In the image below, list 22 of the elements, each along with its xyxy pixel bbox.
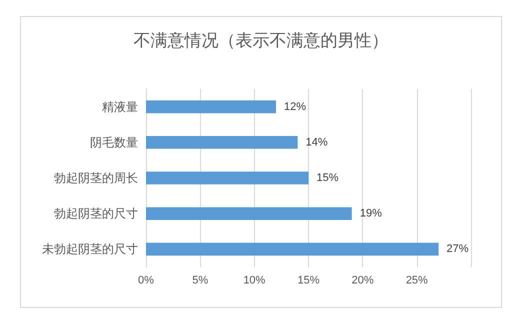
- data-label: 14%: [306, 136, 328, 148]
- y-tick-label: 未勃起阴茎的尺寸: [42, 242, 138, 256]
- bar: [146, 100, 276, 114]
- data-label: 27%: [446, 243, 469, 256]
- data-label: 19%: [360, 208, 382, 220]
- data-label: 12%: [284, 100, 306, 113]
- bar: [146, 172, 308, 184]
- x-tick-label: 10%: [243, 274, 266, 286]
- bar: [146, 207, 352, 220]
- x-tick-label: 20%: [352, 274, 374, 286]
- y-tick-label: 勃起阴茎的尺寸: [54, 206, 138, 221]
- bar: [146, 242, 438, 256]
- data-label: 15%: [316, 172, 339, 184]
- x-tick-label: 0%: [138, 274, 154, 286]
- x-tick-label: 25%: [406, 274, 428, 286]
- x-tick-label: 5%: [192, 274, 208, 286]
- bar: [146, 136, 298, 149]
- y-tick-label: 精液量: [102, 100, 138, 114]
- y-tick-label: 勃起阴茎的周长: [54, 171, 138, 185]
- x-tick-label: 15%: [297, 274, 320, 286]
- chart-title: 不满意情况（表示不满意的男性）: [134, 31, 388, 50]
- y-tick-label: 阴毛数量: [90, 135, 138, 150]
